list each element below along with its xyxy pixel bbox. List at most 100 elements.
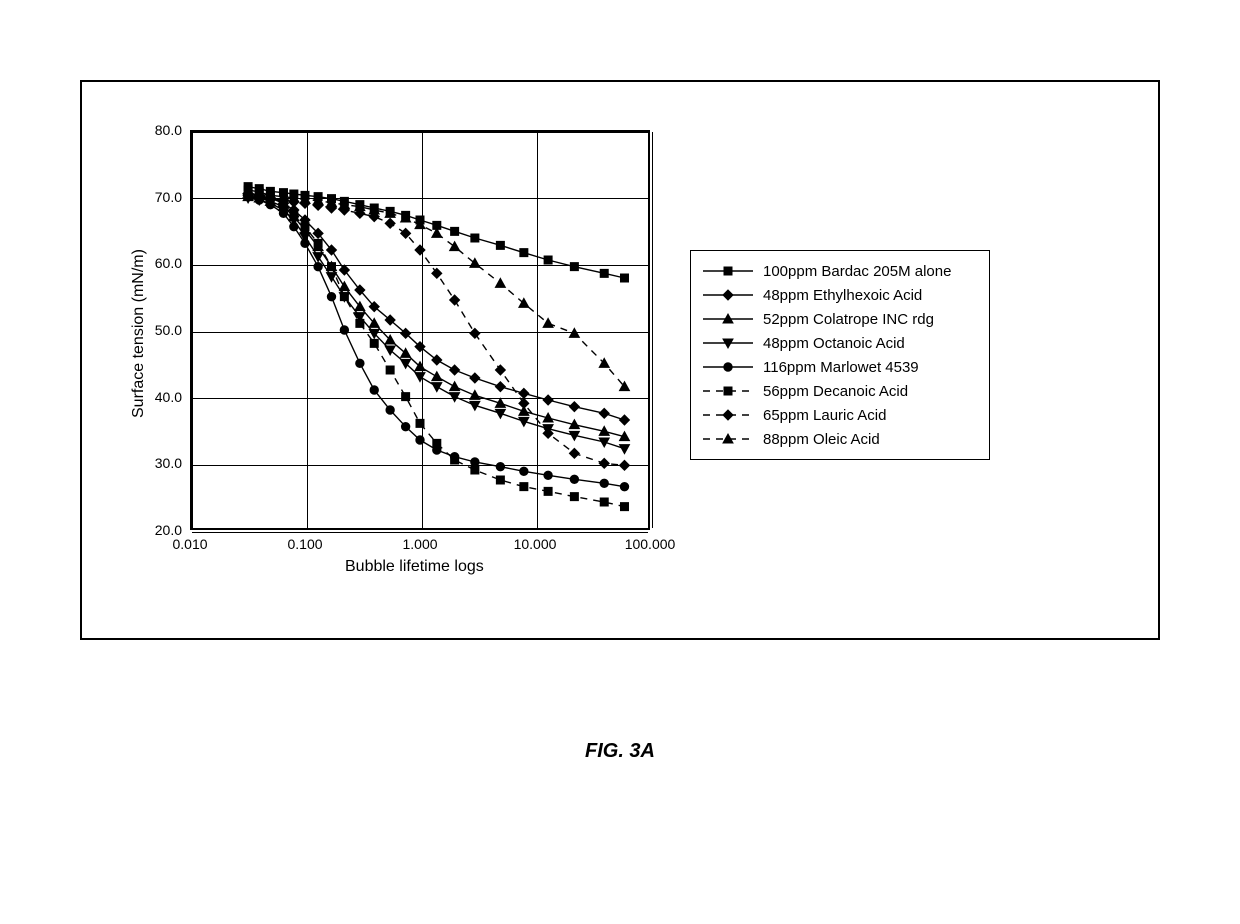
legend-swatch bbox=[703, 309, 753, 329]
series-marker bbox=[600, 269, 608, 277]
legend-label: 116ppm Marlowet 4539 bbox=[763, 359, 919, 376]
series-marker bbox=[569, 402, 579, 412]
xtick-label: 100.000 bbox=[625, 536, 676, 552]
legend-label: 88ppm Oleic Acid bbox=[763, 431, 880, 448]
x-axis-label: Bubble lifetime logs bbox=[345, 558, 484, 576]
series-marker bbox=[279, 209, 287, 217]
series-marker bbox=[450, 365, 460, 375]
series-marker bbox=[471, 466, 479, 474]
series-marker bbox=[495, 382, 505, 392]
series-marker bbox=[433, 439, 441, 447]
series-marker bbox=[432, 268, 442, 278]
series-marker bbox=[496, 462, 504, 470]
chart-svg bbox=[0, 0, 1240, 924]
xtick-label: 0.010 bbox=[172, 536, 207, 552]
series-marker bbox=[495, 365, 505, 375]
series-marker bbox=[470, 373, 480, 383]
series-marker bbox=[401, 422, 409, 430]
legend-row: 52ppm Colatrope INC rdg bbox=[703, 307, 977, 331]
series-marker bbox=[451, 227, 459, 235]
series-marker bbox=[543, 395, 553, 405]
legend-label: 56ppm Decanoic Acid bbox=[763, 383, 908, 400]
figure-caption: FIG. 3A bbox=[0, 740, 1240, 763]
series-marker bbox=[450, 393, 460, 402]
series-marker bbox=[370, 386, 378, 394]
series-marker bbox=[356, 319, 364, 327]
series-marker bbox=[290, 222, 298, 230]
legend-row: 100ppm Bardac 205M alone bbox=[703, 259, 977, 283]
legend-swatch bbox=[703, 405, 753, 425]
series-marker bbox=[402, 393, 410, 401]
series-marker bbox=[327, 292, 335, 300]
series-marker bbox=[569, 328, 579, 337]
xtick-label: 10.000 bbox=[514, 536, 557, 552]
series-marker bbox=[496, 476, 504, 484]
series-marker bbox=[386, 406, 394, 414]
series-marker bbox=[570, 263, 578, 271]
ytick-label: 70.0 bbox=[140, 189, 182, 205]
series-marker bbox=[470, 328, 480, 338]
ytick-label: 60.0 bbox=[140, 255, 182, 271]
ytick-label: 80.0 bbox=[140, 122, 182, 138]
legend-row: 56ppm Decanoic Acid bbox=[703, 379, 977, 403]
legend-row: 48ppm Ethylhexoic Acid bbox=[703, 283, 977, 307]
series-marker bbox=[620, 274, 628, 282]
series-marker bbox=[340, 326, 348, 334]
series-marker bbox=[450, 382, 460, 391]
legend-label: 52ppm Colatrope INC rdg bbox=[763, 311, 934, 328]
series-marker bbox=[619, 415, 629, 425]
ytick-label: 40.0 bbox=[140, 389, 182, 405]
series-marker bbox=[600, 479, 608, 487]
legend-row: 65ppm Lauric Acid bbox=[703, 403, 977, 427]
series-marker bbox=[415, 245, 425, 255]
series-marker bbox=[520, 483, 528, 491]
series-marker bbox=[471, 458, 479, 466]
series-marker bbox=[570, 475, 578, 483]
series-marker bbox=[415, 373, 425, 382]
legend-swatch bbox=[703, 429, 753, 449]
series-marker bbox=[470, 390, 480, 399]
series-marker bbox=[544, 256, 552, 264]
series-marker bbox=[544, 471, 552, 479]
legend-row: 116ppm Marlowet 4539 bbox=[703, 355, 977, 379]
series-marker bbox=[340, 293, 348, 301]
legend-label: 100ppm Bardac 205M alone bbox=[763, 263, 951, 280]
series-marker bbox=[356, 359, 364, 367]
series-marker bbox=[451, 456, 459, 464]
xtick-label: 0.100 bbox=[287, 536, 322, 552]
series-marker bbox=[570, 493, 578, 501]
series-marker bbox=[544, 487, 552, 495]
xtick-label: 1.000 bbox=[402, 536, 437, 552]
legend-row: 48ppm Octanoic Acid bbox=[703, 331, 977, 355]
series-marker bbox=[620, 482, 628, 490]
legend-swatch bbox=[703, 333, 753, 353]
series-marker bbox=[520, 249, 528, 257]
series-marker bbox=[301, 239, 309, 247]
legend-swatch bbox=[703, 261, 753, 281]
series-marker bbox=[450, 295, 460, 305]
series-marker bbox=[620, 503, 628, 511]
series-marker bbox=[619, 460, 629, 470]
series-marker bbox=[328, 263, 336, 271]
series-marker bbox=[619, 445, 629, 454]
series-marker bbox=[416, 419, 424, 427]
series-marker bbox=[339, 282, 349, 291]
series-marker bbox=[327, 273, 337, 282]
series-marker bbox=[471, 234, 479, 242]
series-marker bbox=[385, 218, 395, 228]
series-marker bbox=[432, 372, 442, 381]
legend: 100ppm Bardac 205M alone 48ppm Ethylhexoi… bbox=[690, 250, 990, 460]
series-marker bbox=[600, 498, 608, 506]
series-marker bbox=[519, 398, 529, 408]
ytick-label: 50.0 bbox=[140, 322, 182, 338]
page: { "figure_caption": "FIG. 3A", "chart": … bbox=[0, 0, 1240, 924]
legend-label: 48ppm Octanoic Acid bbox=[763, 335, 905, 352]
legend-swatch bbox=[703, 357, 753, 377]
series-marker bbox=[401, 228, 411, 238]
series-marker bbox=[569, 448, 579, 458]
series-marker bbox=[599, 408, 609, 418]
legend-row: 88ppm Oleic Acid bbox=[703, 427, 977, 451]
legend-label: 48ppm Ethylhexoic Acid bbox=[763, 287, 922, 304]
series-marker bbox=[301, 223, 309, 231]
series-marker bbox=[495, 278, 505, 287]
